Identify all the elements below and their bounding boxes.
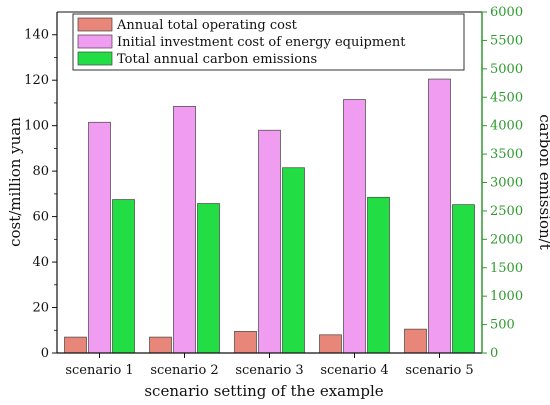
y-tick-label-right: 5500 <box>490 33 523 48</box>
x-tick-label: scenario 1 <box>65 363 133 378</box>
bar-2-scenario-3 <box>258 129 281 354</box>
axes: 0 20 40 60 80 100 120 140 0 500 1000 1500 2000 2500 30… <box>24 5 523 378</box>
legend-swatch <box>77 51 113 66</box>
bar-2-scenario-2 <box>173 105 196 354</box>
bar-1-scenario-5 <box>404 328 427 354</box>
bar-1-scenario-3 <box>234 331 257 354</box>
bar-2-scenario-1 <box>88 121 111 354</box>
y-tick-label-right: 1500 <box>490 261 523 276</box>
bar-3-scenario-2 <box>197 203 220 354</box>
y-tick-label-left: 20 <box>32 301 49 316</box>
y-tick-label-right: 6000 <box>490 5 523 20</box>
y-axis-label-left: cost/million yuan <box>6 117 24 247</box>
bars <box>64 78 475 354</box>
bar-2-scenario-5 <box>428 78 451 354</box>
y-tick-label-left: 120 <box>24 73 49 88</box>
bar-3-scenario-4 <box>367 196 390 354</box>
legend-box <box>72 13 465 71</box>
legend-label: Annual total operating cost <box>116 18 298 33</box>
bar-3-scenario-3 <box>282 167 305 354</box>
legend-swatch <box>77 34 113 49</box>
bar-3-scenario-1 <box>112 199 135 354</box>
x-tick-label: scenario 2 <box>150 363 218 378</box>
legend-swatch <box>77 17 113 32</box>
y-tick-label-right: 0 <box>490 346 498 361</box>
y-tick-label-left: 40 <box>32 255 49 270</box>
y-tick-label-right: 2000 <box>490 232 523 247</box>
y-tick-label-right: 4500 <box>490 90 523 105</box>
legend: Annual total operating cost Initial inves… <box>72 13 465 71</box>
y-tick-label-right: 3000 <box>490 176 523 191</box>
y-tick-label-right: 1000 <box>490 289 523 304</box>
legend-label: Initial investment cost of energy equipm… <box>117 35 406 50</box>
y-axis-label-right: carbon emission/t <box>536 114 550 249</box>
x-tick-label: scenario 5 <box>405 363 473 378</box>
y-tick-label-left: 60 <box>32 210 49 225</box>
y-tick-label-right: 4000 <box>490 119 523 134</box>
y-tick-label-left: 140 <box>24 28 49 43</box>
x-tick-label: scenario 3 <box>235 363 303 378</box>
bar-1-scenario-2 <box>149 336 172 354</box>
legend-label: Total annual carbon emissions <box>117 52 317 67</box>
bar-1-scenario-4 <box>319 334 342 354</box>
y-tick-label-left: 0 <box>41 346 49 361</box>
y-tick-label-right: 3500 <box>490 147 523 162</box>
bar-2-scenario-4 <box>343 99 366 354</box>
y-tick-label-left: 80 <box>32 164 49 179</box>
y-tick-label-left: 100 <box>24 119 49 134</box>
y-tick-label-right: 5000 <box>490 62 523 77</box>
y-tick-label-right: 2500 <box>490 204 523 219</box>
x-tick-label: scenario 4 <box>320 363 388 378</box>
bar-3-scenario-5 <box>452 204 475 354</box>
x-axis-label: scenario setting of the example <box>144 382 383 400</box>
bar-1-scenario-1 <box>64 336 87 354</box>
y-tick-label-right: 500 <box>490 318 515 333</box>
